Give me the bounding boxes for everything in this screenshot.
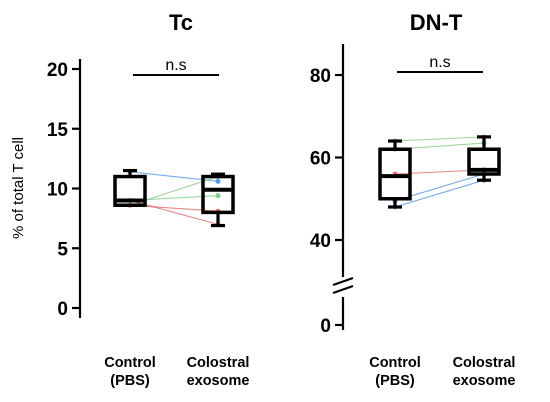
chart-panel-1: Tc 0 5 10 15 20 % of total T cell n.s Control (PB… — [10, 10, 249, 389]
paired-line — [394, 179, 485, 208]
significance-label: n.s — [165, 57, 186, 74]
box-iqr — [201, 174, 235, 215]
chart-panel-2: DN-T 0 40 60 80 n.s Control (PBS) Colostral exoso… — [310, 10, 516, 389]
axis-break-mark — [332, 285, 354, 294]
x-category-label: Control (PBS) — [104, 355, 156, 389]
y-tick-label: 10 — [47, 180, 68, 201]
significance-label: n.s — [429, 54, 450, 71]
axis-break-mark — [332, 277, 354, 286]
y-tick-label: 15 — [47, 120, 69, 141]
y-tick-label: 0 — [320, 316, 331, 337]
y-tick-label: 5 — [57, 239, 68, 260]
y-tick-label: 40 — [310, 231, 331, 252]
box-iqr — [378, 147, 412, 201]
y-tick-label: 20 — [47, 60, 68, 81]
paired-line — [394, 136, 485, 142]
x-category-label: Colostral exosome — [453, 355, 516, 389]
chart-title: Tc — [169, 10, 193, 35]
box-iqr — [113, 174, 147, 207]
x-category-label: Colostral exosome — [187, 355, 250, 389]
data-point — [215, 178, 221, 184]
y-tick-label: 0 — [57, 299, 68, 320]
box-iqr — [467, 147, 501, 176]
chart-title: DN-T — [410, 10, 463, 35]
x-category-label: Control (PBS) — [369, 355, 421, 389]
y-tick-label: 80 — [310, 66, 331, 87]
y-tick-label: 60 — [310, 149, 331, 170]
data-point — [215, 193, 221, 199]
y-axis-label: % of total T cell — [10, 137, 27, 239]
